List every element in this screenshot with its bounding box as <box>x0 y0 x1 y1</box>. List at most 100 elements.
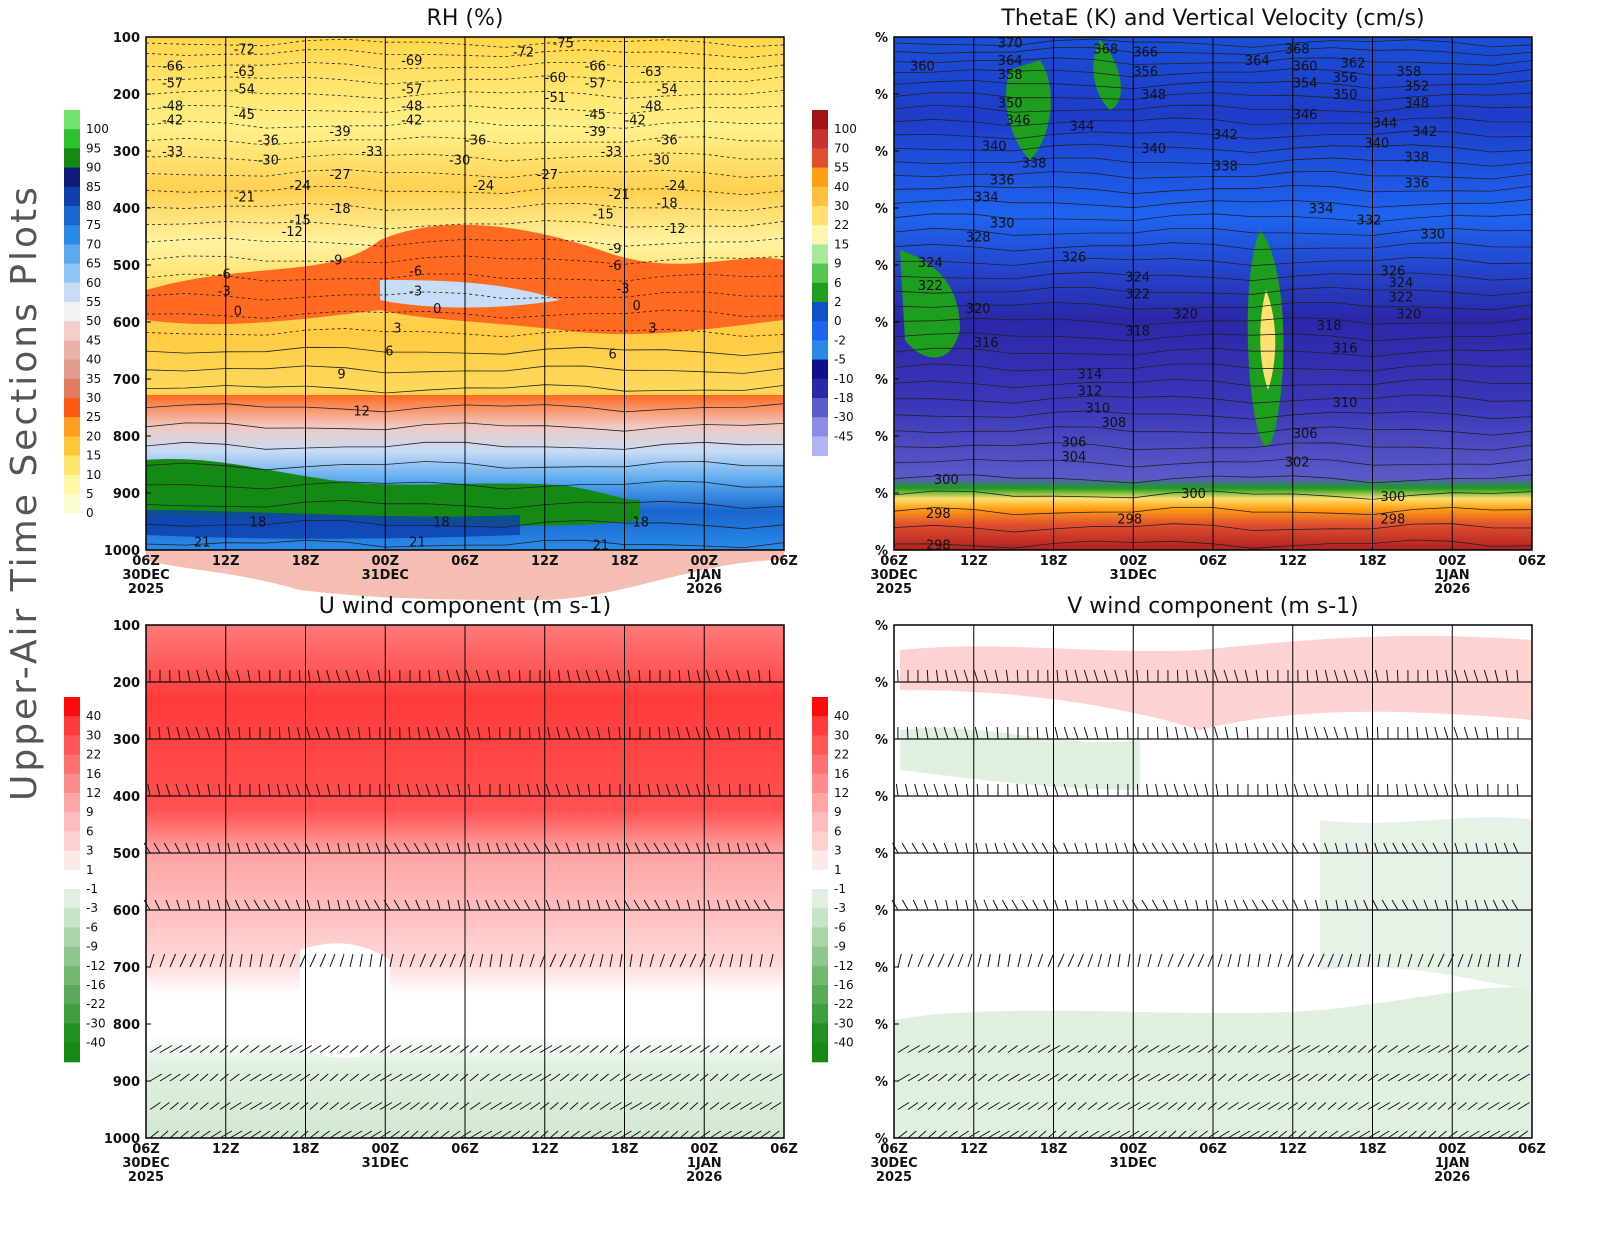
thetae-contour-label: 338 <box>1404 151 1429 166</box>
rh-contour-label: -27 <box>537 168 558 183</box>
u-y-tick-label: 700 <box>113 961 140 976</box>
thetae-x-date-label: 2026 <box>1434 582 1470 597</box>
v-colorbar-label: -9 <box>834 940 846 954</box>
u-y-tick-label: 600 <box>113 904 140 919</box>
thetae-colorbar-swatch <box>812 398 828 418</box>
v-wind-barb <box>1357 784 1358 796</box>
rh-contour-label: -54 <box>234 82 255 97</box>
thetae-x-date-label: 30DEC <box>870 568 917 583</box>
u-wind-barb <box>279 727 280 739</box>
u-colorbar-label: -12 <box>86 959 106 973</box>
rh-contour-label: 3 <box>393 322 401 337</box>
rh-colorbar-label: 5 <box>86 487 94 501</box>
thetae-contour-label: 312 <box>1077 384 1102 399</box>
u-x-tick-label: 06Z <box>451 1142 479 1157</box>
u-x-date-label: 2025 <box>128 1170 164 1185</box>
rh-contour-label: -6 <box>218 268 231 283</box>
thetae-colorbar-swatch <box>812 379 828 399</box>
u-colorbar-label: -30 <box>86 1016 106 1030</box>
thetae-y-tick-label: % <box>875 202 888 217</box>
u-colorbar-label: -6 <box>86 920 98 934</box>
v-colorbar-swatch <box>812 908 828 928</box>
rh-contour-label: -42 <box>625 114 646 129</box>
u-colorbar-label: -16 <box>86 978 106 992</box>
thetae-colorbar-swatch <box>812 302 828 322</box>
thetae-contour-label: 356 <box>1133 65 1158 80</box>
v-wind-barb <box>1177 670 1178 682</box>
v-x-date-label: 2025 <box>876 1170 912 1185</box>
u-wind-barb <box>729 784 730 796</box>
u-colorbar-label: 3 <box>86 844 94 858</box>
rh-y-tick-label: 400 <box>113 202 140 217</box>
u-wind-barb <box>259 784 260 796</box>
thetae-contour-label: 324 <box>1125 270 1150 285</box>
u-wind-barb <box>520 670 521 682</box>
rh-colorbar-label: 60 <box>86 276 101 290</box>
rh-contour-label: -57 <box>585 77 606 92</box>
rh-contour-label: -24 <box>473 179 494 194</box>
rh-x-tick-label: 06Z <box>770 554 798 569</box>
u-y-tick-label: 800 <box>113 1018 140 1033</box>
u-x-tick-label: 12Z <box>212 1142 240 1157</box>
thetae-x-date-label: 31DEC <box>1110 568 1157 583</box>
thetae-contour-label: 336 <box>990 174 1015 189</box>
rh-x-tick-label: 00Z <box>371 554 399 569</box>
rh-colorbar-swatch <box>64 264 80 284</box>
rh-contour-label: -21 <box>234 191 255 206</box>
rh-colorbar-label: 80 <box>86 199 101 213</box>
thetae-contour-label: 340 <box>1141 142 1166 157</box>
rh-colorbar-swatch <box>64 129 80 149</box>
thetae-panel-title: ThetaE (K) and Vertical Velocity (cm/s) <box>1000 6 1424 31</box>
thetae-colorbar-swatch <box>812 110 828 130</box>
thetae-colorbar-label: 22 <box>834 218 849 232</box>
rh-colorbar-label: 100 <box>86 122 109 136</box>
rh-colorbar-swatch <box>64 436 80 456</box>
thetae-contour-label: 346 <box>1006 114 1031 129</box>
rh-contour-label: -72 <box>234 42 255 57</box>
v-colorbar-label: -3 <box>834 901 846 915</box>
rh-colorbar-swatch <box>64 379 80 399</box>
thetae-contour-label: 348 <box>1404 97 1429 112</box>
thetae-contour-label: 352 <box>1404 79 1429 94</box>
rh-colorbar-label: 20 <box>86 429 101 443</box>
rh-colorbar-label: 85 <box>86 180 101 194</box>
thetae-colorbar-swatch <box>812 129 828 149</box>
u-wind-barb <box>509 784 510 796</box>
thetae-contour-label: 310 <box>1085 402 1110 417</box>
u-colorbar-label: 9 <box>86 805 94 819</box>
rh-contour-label: 0 <box>632 299 640 314</box>
thetae-contour-label: 318 <box>1317 319 1342 334</box>
rh-x-tick-label: 18Z <box>611 554 639 569</box>
u-colorbar-label: -22 <box>86 997 106 1011</box>
rh-colorbar-swatch <box>64 475 80 495</box>
rh-contour-label: -39 <box>329 125 350 140</box>
thetae-contour-label: 314 <box>1077 367 1102 382</box>
thetae-contour-label: 358 <box>1396 65 1421 80</box>
rh-x-tick-label: 00Z <box>690 554 718 569</box>
rh-contour-label: 0 <box>433 302 441 317</box>
rh-colorbar-label: 25 <box>86 410 101 424</box>
rh-contour-label: -51 <box>545 91 566 106</box>
thetae-colorbar-label: 15 <box>834 237 849 251</box>
v-y-tick-label: % <box>875 961 888 976</box>
rh-contour-label: -27 <box>329 168 350 183</box>
rh-x-date-label: 31DEC <box>362 568 409 583</box>
v-x-tick-label: 18Z <box>1359 1142 1387 1157</box>
thetae-colorbar-label: -10 <box>834 372 854 386</box>
rh-contour-label: 18 <box>632 516 649 531</box>
v-wind-barb <box>1108 784 1109 796</box>
rh-contour-label: 6 <box>609 347 617 362</box>
rh-colorbar-swatch <box>64 168 80 188</box>
rh-contour-label: -60 <box>545 71 566 86</box>
thetae-contour-label: 338 <box>1213 159 1238 174</box>
u-colorbar-label: -3 <box>86 901 98 915</box>
rh-contour-label: 0 <box>234 305 242 320</box>
thetae-contour-label: 320 <box>966 302 991 317</box>
v-x-date-label: 31DEC <box>1110 1156 1157 1171</box>
thetae-contour-label: 322 <box>1125 288 1150 303</box>
rh-contour-label: -39 <box>585 125 606 140</box>
thetae-contour-label: 330 <box>1420 228 1445 243</box>
rh-contour-label: -75 <box>553 37 574 52</box>
v-colorbar-swatch <box>812 716 828 736</box>
u-colorbar-swatch <box>64 1004 80 1024</box>
